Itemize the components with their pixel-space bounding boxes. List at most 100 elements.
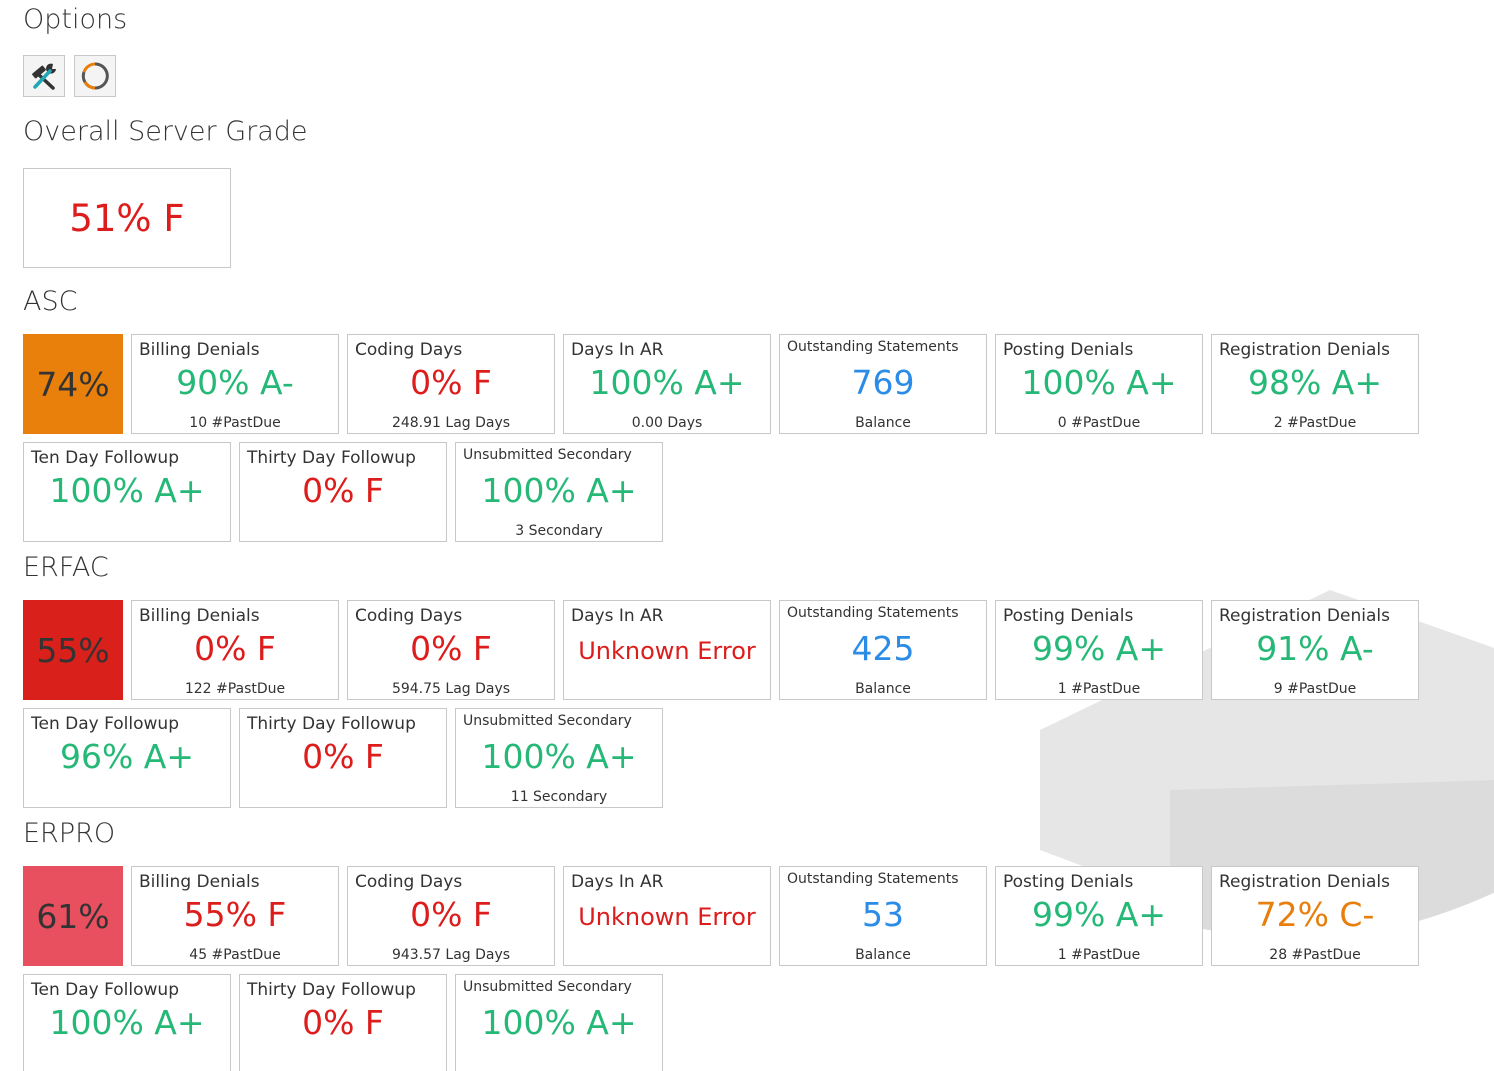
facility-grade-badge[interactable]: 61% (23, 866, 123, 966)
metric-row: Ten Day Followup 96% A+ Thirty Day Followu… (23, 708, 1483, 808)
metric-tile[interactable]: Ten Day Followup 100% A+ (23, 974, 231, 1071)
metric-value: 53 (862, 895, 904, 934)
metric-value: 0% F (302, 471, 384, 510)
metric-label: Coding Days (355, 606, 463, 626)
metric-tile[interactable]: Ten Day Followup 96% A+ (23, 708, 231, 808)
metric-tile[interactable]: Unsubmitted Secondary 100% A+ (455, 974, 663, 1071)
metric-label: Billing Denials (139, 606, 260, 626)
metric-value: 0% F (302, 737, 384, 776)
metric-tile[interactable]: Days In AR 100% A+ 0.00 Days (563, 334, 771, 434)
metric-value: 0% F (410, 629, 492, 668)
metric-label: Registration Denials (1219, 872, 1390, 892)
metric-subtext: Balance (855, 681, 911, 697)
metric-subtext: Balance (855, 415, 911, 431)
metric-subtext: 2 #PastDue (1273, 415, 1357, 431)
metric-label: Billing Denials (139, 340, 260, 360)
metric-subtext: 11 Secondary (510, 789, 608, 805)
metric-tile[interactable]: Posting Denials 99% A+ 1 #PastDue (995, 866, 1203, 966)
metric-value: 72% C- (1255, 895, 1375, 934)
metric-row: Ten Day Followup 100% A+ Thirty Day Follow… (23, 442, 1483, 542)
metric-label: Registration Denials (1219, 606, 1390, 626)
metric-tile[interactable]: Days In AR Unknown Error (563, 600, 771, 700)
metric-tile[interactable]: Thirty Day Followup 0% F (239, 442, 447, 542)
metric-subtext: 594.75 Lag Days (391, 681, 511, 697)
metric-tile[interactable]: Billing Denials 90% A- 10 #PastDue (131, 334, 339, 434)
metric-label: Days In AR (571, 606, 664, 626)
metric-subtext: Balance (855, 947, 911, 963)
metric-value: 0% F (410, 895, 492, 934)
metric-tile[interactable]: Registration Denials 72% C- 28 #PastDue (1211, 866, 1419, 966)
metric-tile[interactable]: Outstanding Statements 53 Balance (779, 866, 987, 966)
facility-groups: ASC 74% Billing Denials 90% A- 10 #PastDue Co… (23, 286, 1483, 1071)
options-toolbar (23, 55, 1483, 118)
metric-tile[interactable]: Registration Denials 91% A- 9 #PastDue (1211, 600, 1419, 700)
metric-value: 0% F (302, 1003, 384, 1042)
tools-icon (32, 63, 56, 90)
metric-value: 98% A+ (1247, 363, 1383, 402)
metric-tile[interactable]: Thirty Day Followup 0% F (239, 708, 447, 808)
facility-group: ASC 74% Billing Denials 90% A- 10 #PastDue Co… (23, 286, 1483, 542)
metric-value: 0% F (194, 629, 276, 668)
metric-tile[interactable]: Outstanding Statements 425 Balance (779, 600, 987, 700)
refresh-button[interactable] (74, 55, 116, 97)
facility-title: ERPRO (23, 818, 116, 849)
metric-tile[interactable]: Days In AR Unknown Error (563, 866, 771, 966)
metric-value: 96% A+ (59, 737, 195, 776)
metric-label: Days In AR (571, 340, 664, 360)
metric-label: Posting Denials (1003, 872, 1134, 892)
tools-button[interactable] (23, 55, 65, 97)
metric-subtext: 28 #PastDue (1269, 947, 1361, 963)
metric-value: 100% A+ (481, 737, 637, 776)
metric-label: Outstanding Statements (787, 871, 959, 887)
metric-label: Outstanding Statements (787, 605, 959, 621)
facility-grade-badge[interactable]: 55% (23, 600, 123, 700)
metric-tile[interactable]: Coding Days 0% F 943.57 Lag Days (347, 866, 555, 966)
metric-tile[interactable]: Outstanding Statements 769 Balance (779, 334, 987, 434)
metric-tile[interactable]: Coding Days 0% F 248.91 Lag Days (347, 334, 555, 434)
metric-label: Billing Denials (139, 872, 260, 892)
metric-label: Posting Denials (1003, 340, 1134, 360)
metric-subtext: 122 #PastDue (184, 681, 286, 697)
metric-tile[interactable]: Ten Day Followup 100% A+ (23, 442, 231, 542)
metric-label: Days In AR (571, 872, 664, 892)
metric-tile[interactable]: Billing Denials 55% F 45 #PastDue (131, 866, 339, 966)
options-title: Options (23, 4, 128, 35)
metric-subtext: 1 #PastDue (1057, 947, 1141, 963)
metric-value: 100% A+ (1021, 363, 1177, 402)
metric-subtext: 248.91 Lag Days (391, 415, 511, 431)
metric-tile[interactable]: Billing Denials 0% F 122 #PastDue (131, 600, 339, 700)
metric-value: Unknown Error (578, 637, 756, 665)
overall-grade-title: Overall Server Grade (23, 116, 308, 147)
metric-subtext: 1 #PastDue (1057, 681, 1141, 697)
metric-value: 100% A+ (589, 363, 745, 402)
metric-subtext: 0 #PastDue (1057, 415, 1141, 431)
metric-value: 55% F (183, 895, 287, 934)
metric-value: 100% A+ (49, 1003, 205, 1042)
metric-value: 100% A+ (481, 471, 637, 510)
metric-label: Unsubmitted Secondary (463, 979, 632, 995)
facility-group: ERPRO 61% Billing Denials 55% F 45 #PastDue C… (23, 818, 1483, 1071)
facility-group: ERFAC 55% Billing Denials 0% F 122 #PastDue C… (23, 552, 1483, 808)
metric-row: 55% Billing Denials 0% F 122 #PastDue Coding… (23, 600, 1483, 700)
metric-subtext: 0.00 Days (631, 415, 703, 431)
overall-grade-value: 51% F (23, 168, 231, 268)
facility-grade-badge[interactable]: 74% (23, 334, 123, 434)
metric-label: Ten Day Followup (31, 714, 179, 734)
metric-tile[interactable]: Unsubmitted Secondary 100% A+ 11 Secondary (455, 708, 663, 808)
metric-tile[interactable]: Registration Denials 98% A+ 2 #PastDue (1211, 334, 1419, 434)
metric-tile[interactable]: Posting Denials 99% A+ 1 #PastDue (995, 600, 1203, 700)
metric-tile[interactable]: Posting Denials 100% A+ 0 #PastDue (995, 334, 1203, 434)
metric-tile[interactable]: Thirty Day Followup 0% F (239, 974, 447, 1071)
metric-value: 90% A- (176, 363, 294, 402)
metric-value: 100% A+ (481, 1003, 637, 1042)
metric-label: Registration Denials (1219, 340, 1390, 360)
metric-value: 99% A+ (1031, 895, 1167, 934)
metric-tile[interactable]: Coding Days 0% F 594.75 Lag Days (347, 600, 555, 700)
metric-label: Thirty Day Followup (247, 714, 416, 734)
metric-tile[interactable]: Unsubmitted Secondary 100% A+ 3 Secondary (455, 442, 663, 542)
metric-value: 99% A+ (1031, 629, 1167, 668)
metric-value: 100% A+ (49, 471, 205, 510)
metric-subtext: 9 #PastDue (1273, 681, 1357, 697)
metric-label: Unsubmitted Secondary (463, 447, 632, 463)
metric-subtext: 3 Secondary (515, 523, 603, 539)
